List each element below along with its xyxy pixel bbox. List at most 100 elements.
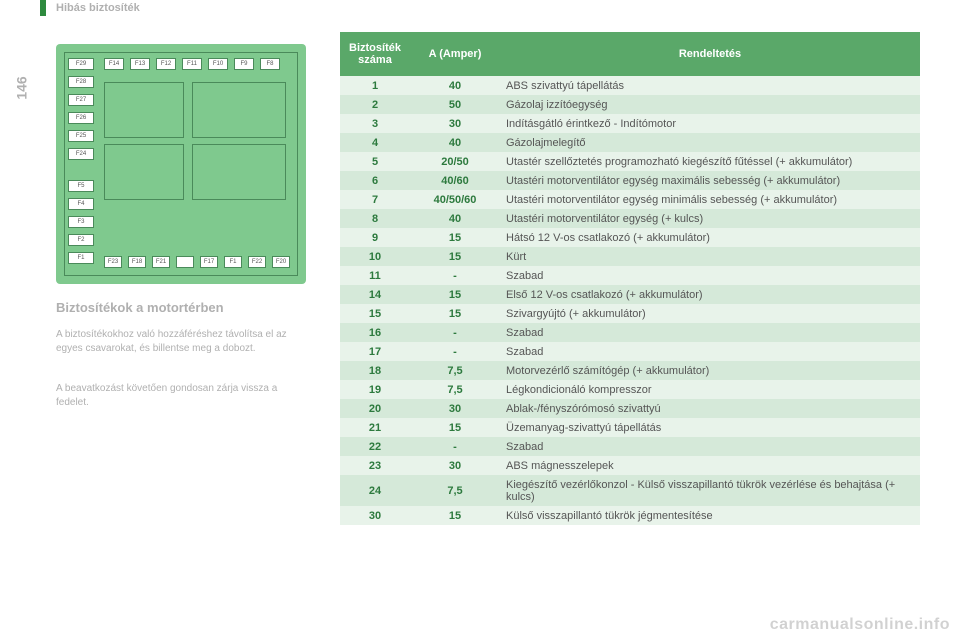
cell-number: 16: [340, 323, 410, 342]
fuse-table: Biztosíték száma A (Amper) Rendeltetés 1…: [340, 32, 920, 525]
table-row: 840Utastéri motorventilátor egység (+ ku…: [340, 209, 920, 228]
table-row: 247,5Kiegészítő vezérlőkonzol - Külső vi…: [340, 475, 920, 506]
cell-amper: 7,5: [410, 475, 500, 506]
cell-purpose: Gázolaj izzítóegység: [500, 95, 920, 114]
cell-number: 23: [340, 456, 410, 475]
cell-amper: 40/50/60: [410, 190, 500, 209]
cell-amper: 50: [410, 95, 500, 114]
table-row: 440Gázolajmelegítő: [340, 133, 920, 152]
col-header-amper: A (Amper): [410, 32, 500, 76]
table-row: 3015Külső visszapillantó tükrök jégmente…: [340, 506, 920, 525]
cell-number: 8: [340, 209, 410, 228]
cell-number: 4: [340, 133, 410, 152]
cell-amper: 40: [410, 76, 500, 95]
table-row: 197,5Légkondicionáló kompresszor: [340, 380, 920, 399]
cell-number: 19: [340, 380, 410, 399]
cell-number: 1: [340, 76, 410, 95]
header-accent: [40, 0, 46, 16]
table-row: 250Gázolaj izzítóegység: [340, 95, 920, 114]
cell-purpose: ABS mágnesszelepek: [500, 456, 920, 475]
table-row: 1415Első 12 V-os csatlakozó (+ akkumulát…: [340, 285, 920, 304]
cell-amper: 40/60: [410, 171, 500, 190]
cell-purpose: Szabad: [500, 437, 920, 456]
cell-purpose: Utastér szellőztetés programozható kiegé…: [500, 152, 920, 171]
cell-amper: 40: [410, 209, 500, 228]
table-row: 330Indításgátló érintkező - Indítómotor: [340, 114, 920, 133]
cell-purpose: Gázolajmelegítő: [500, 133, 920, 152]
cell-purpose: Motorvezérlő számítógép (+ akkumulátor): [500, 361, 920, 380]
cell-amper: -: [410, 342, 500, 361]
cell-purpose: Szabad: [500, 342, 920, 361]
cell-amper: 15: [410, 304, 500, 323]
table-row: 740/50/60Utastéri motorventilátor egység…: [340, 190, 920, 209]
table-row: 16-Szabad: [340, 323, 920, 342]
table-row: 1515Szivargyújtó (+ akkumulátor): [340, 304, 920, 323]
cell-amper: 30: [410, 114, 500, 133]
cell-purpose: Kiegészítő vezérlőkonzol - Külső visszap…: [500, 475, 920, 506]
cell-purpose: Utastéri motorventilátor egység (+ kulcs…: [500, 209, 920, 228]
cell-number: 22: [340, 437, 410, 456]
cell-purpose: Utastéri motorventilátor egység maximáli…: [500, 171, 920, 190]
cell-amper: 7,5: [410, 361, 500, 380]
cell-amper: -: [410, 266, 500, 285]
cell-amper: 15: [410, 247, 500, 266]
cell-purpose: Hátsó 12 V-os csatlakozó (+ akkumulátor): [500, 228, 920, 247]
cell-number: 18: [340, 361, 410, 380]
cell-amper: 15: [410, 506, 500, 525]
cell-purpose: Szabad: [500, 323, 920, 342]
cell-purpose: Első 12 V-os csatlakozó (+ akkumulátor): [500, 285, 920, 304]
cell-number: 2: [340, 95, 410, 114]
table-row: 140ABS szivattyú tápellátás: [340, 76, 920, 95]
table-row: 11-Szabad: [340, 266, 920, 285]
table-row: 640/60Utastéri motorventilátor egység ma…: [340, 171, 920, 190]
table-row: 17-Szabad: [340, 342, 920, 361]
section-title: Biztosítékok a motortérben: [56, 300, 224, 315]
cell-amper: 15: [410, 418, 500, 437]
cell-purpose: Utastéri motorventilátor egység minimáli…: [500, 190, 920, 209]
cell-purpose: Légkondicionáló kompresszor: [500, 380, 920, 399]
cell-amper: 30: [410, 456, 500, 475]
table-row: 187,5Motorvezérlő számítógép (+ akkumulá…: [340, 361, 920, 380]
table-header-row: Biztosíték száma A (Amper) Rendeltetés: [340, 32, 920, 76]
col-header-purpose: Rendeltetés: [500, 32, 920, 76]
cell-amper: 40: [410, 133, 500, 152]
table-row: 915Hátsó 12 V-os csatlakozó (+ akkumulát…: [340, 228, 920, 247]
col-header-number: Biztosíték száma: [340, 32, 410, 76]
cell-amper: 30: [410, 399, 500, 418]
cell-number: 10: [340, 247, 410, 266]
cell-number: 21: [340, 418, 410, 437]
cell-number: 30: [340, 506, 410, 525]
cell-amper: -: [410, 323, 500, 342]
cell-number: 7: [340, 190, 410, 209]
cell-purpose: Kürt: [500, 247, 920, 266]
cell-purpose: Szabad: [500, 266, 920, 285]
cell-number: 9: [340, 228, 410, 247]
table-row: 2115Üzemanyag-szivattyú tápellátás: [340, 418, 920, 437]
header-title: Hibás biztosíték: [56, 2, 140, 14]
cell-purpose: Üzemanyag-szivattyú tápellátás: [500, 418, 920, 437]
table-row: 2030Ablak-/fényszórómosó szivattyú: [340, 399, 920, 418]
cell-amper: 15: [410, 285, 500, 304]
cell-purpose: ABS szivattyú tápellátás: [500, 76, 920, 95]
table-row: 22-Szabad: [340, 437, 920, 456]
body-paragraph-1: A biztosítékokhoz való hozzáféréshez táv…: [56, 328, 306, 356]
cell-number: 11: [340, 266, 410, 285]
watermark: carmanualsonline.info: [770, 616, 950, 634]
page-number: 146: [14, 76, 30, 99]
cell-number: 20: [340, 399, 410, 418]
cell-number: 14: [340, 285, 410, 304]
cell-number: 6: [340, 171, 410, 190]
table-row: 520/50Utastér szellőztetés programozható…: [340, 152, 920, 171]
cell-purpose: Külső visszapillantó tükrök jégmentesíté…: [500, 506, 920, 525]
cell-number: 3: [340, 114, 410, 133]
cell-purpose: Ablak-/fényszórómosó szivattyú: [500, 399, 920, 418]
cell-number: 17: [340, 342, 410, 361]
cell-amper: 7,5: [410, 380, 500, 399]
cell-number: 24: [340, 475, 410, 506]
cell-purpose: Indításgátló érintkező - Indítómotor: [500, 114, 920, 133]
fuse-diagram: F29F28F27F26F25F24F5F4F3F2F1F14F13F12F11…: [56, 44, 306, 284]
cell-purpose: Szivargyújtó (+ akkumulátor): [500, 304, 920, 323]
cell-number: 15: [340, 304, 410, 323]
cell-amper: -: [410, 437, 500, 456]
cell-number: 5: [340, 152, 410, 171]
